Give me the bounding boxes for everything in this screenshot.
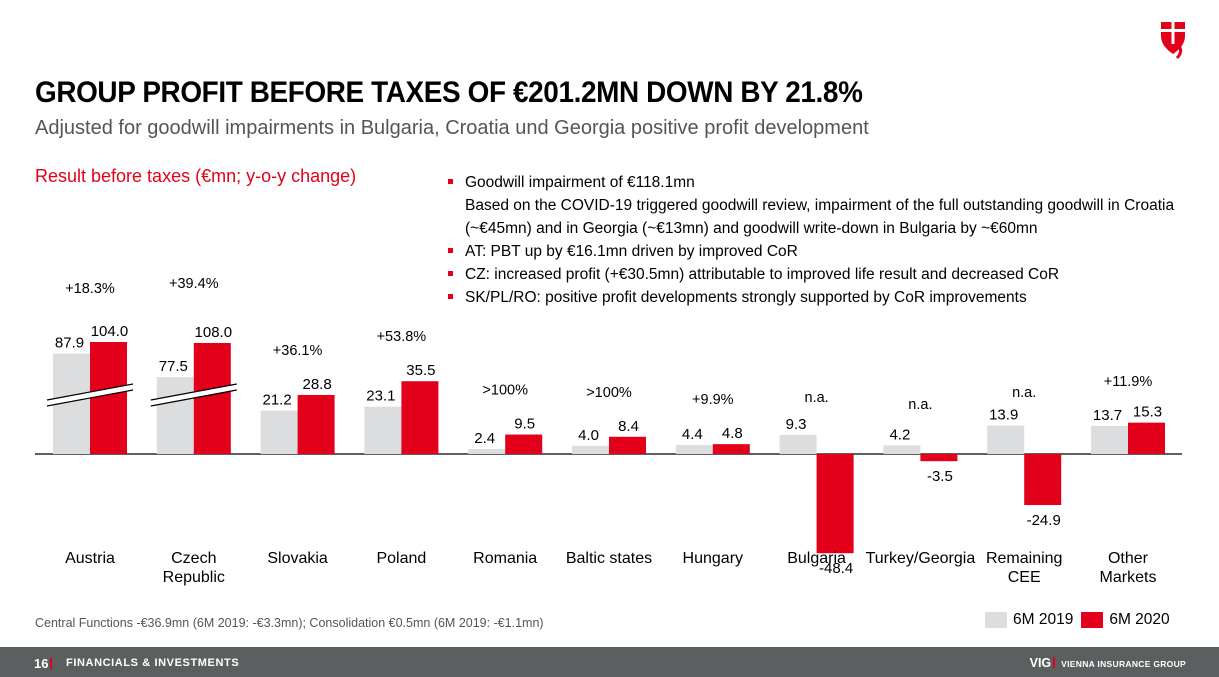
vig-shield-logo-icon [1161,22,1185,60]
value-label-2020: 15.3 [1133,404,1162,421]
value-label-2020: -24.9 [1027,512,1061,529]
yoy-change-label: >100% [586,385,632,401]
category-label: Other [1108,550,1149,567]
yoy-change-label: +39.4% [169,276,219,292]
value-label-2019: 13.9 [989,407,1018,424]
legend-swatch-2020 [1081,612,1104,628]
value-label-2019: 9.3 [786,416,807,433]
bar-2020 [816,454,854,554]
value-label-2019: 4.4 [682,426,703,443]
value-label-2020: 108.0 [195,324,233,341]
value-label-2020: 4.8 [722,425,743,442]
bar-2019 [572,445,609,454]
footnote: Central Functions -€36.9mn (6M 2019: -€3… [35,616,544,630]
category-label: Republic [163,569,225,586]
category-label: Hungary [683,550,743,567]
page-number: 16 [34,656,55,671]
category-label: Romania [473,550,537,567]
axis-break-line [46,383,134,401]
value-label-2019: 2.4 [474,430,495,447]
axis-break-line [46,389,134,407]
value-label-2020: -48.4 [819,560,853,577]
value-label-2019: 21.2 [262,392,291,409]
yoy-change-label: n.a. [805,390,829,406]
value-label-2020: 104.0 [91,323,129,340]
category-label: CEE [1008,569,1041,586]
chart-label: Result before taxes (€mn; y-o-y change) [35,166,357,186]
yoy-change-label: >100% [482,383,528,399]
footer-section: FINANCIALS & INVESTMENTS [66,657,240,669]
bar-2020 [1128,422,1165,454]
category-label: Czech [171,550,216,567]
axis-break-line [150,389,237,407]
yoy-change-label: +11.9% [1104,374,1153,390]
value-label-2020: 8.4 [618,418,639,435]
category-label: Slovakia [267,550,328,567]
footer-bar: 16 FINANCIALS & INVESTMENTS VIG VIENNA IN… [0,647,1219,677]
value-label-2020: 28.8 [302,376,331,393]
bullet-item: AT: PBT up by €16.1mn driven by improved… [448,240,1188,263]
yoy-change-label: +36.1% [273,343,323,359]
yoy-change-label: +53.8% [377,329,427,345]
bar-2020 [712,444,750,454]
axis-break-mask [46,384,134,406]
bullet-continuation: Based on the COVID-19 triggered goodwill… [465,197,1175,237]
bar-2020 [920,454,958,462]
bar-2019 [260,410,298,454]
legend-item-2020: 6M 2020 [1081,611,1170,629]
page-subtitle: Adjusted for goodwill impairments in Bul… [35,117,869,139]
bar-chart: 87.9 104.0 +18.3% Austria 77.5 108.0 +39.4% Cze… [35,276,1182,586]
category-label: Poland [376,550,426,567]
axis-break-line [150,383,237,401]
bar-2020 [505,434,543,454]
value-label-2019: 87.9 [55,335,84,352]
bar-2020 [297,394,335,454]
bar-2019 [364,406,402,454]
bar-2019 [987,425,1025,454]
value-label-2019: 23.1 [366,388,395,405]
bar-2020 [1024,454,1062,506]
category-label: Bulgaria [787,550,846,567]
value-label-2019: 13.7 [1093,407,1122,424]
bar-2019 [156,377,194,454]
value-label-2020: 9.5 [514,416,535,433]
value-label-2020: 35.5 [406,362,435,379]
value-label-2019: 4.2 [889,426,910,443]
legend-swatch-2019 [985,612,1007,628]
legend-label-2019: 6M 2019 [1013,611,1074,628]
bar-2019 [675,444,713,454]
value-label-2019: 4.0 [578,427,599,444]
yoy-change-label: +9.9% [692,392,734,408]
bullet-item: CZ: increased profit (+€30.5mn) attribut… [448,263,1188,286]
bar-2019 [883,445,921,454]
category-label: Austria [65,550,115,567]
bar-2019 [1091,425,1128,454]
category-label: Turkey/Georgia [866,550,976,567]
page-title: GROUP PROFIT BEFORE TAXES OF €201.2MN DO… [35,76,863,109]
footer-brand: VIG VIENNA INSURANCE GROUP [1029,656,1186,670]
bar-2019 [779,434,817,454]
value-label-2019: 77.5 [159,358,188,375]
legend-item-2019: 6M 2019 [985,611,1073,629]
axis-break-mask [150,384,238,406]
bar-2020 [193,343,231,454]
category-label: Remaining [986,550,1062,567]
yoy-change-label: n.a. [908,397,932,413]
category-label: Markets [1100,569,1157,586]
value-label-2020: -3.5 [927,468,953,485]
yoy-change-label: n.a. [1012,385,1036,401]
chart-legend: 6M 2019 6M 2020 [985,611,1178,629]
bar-2020 [609,436,646,454]
bullet-item: SK/PL/RO: positive profit developments s… [448,286,1188,309]
bar-2020 [401,381,439,454]
category-label: Baltic states [566,550,652,567]
yoy-change-label: +18.3% [65,281,115,297]
bar-2019 [468,449,506,454]
bullet-item: Goodwill impairment of €118.1mn [448,171,1188,194]
bar-2020 [90,342,127,454]
legend-label-2020: 6M 2020 [1109,611,1170,628]
bullet-list: Goodwill impairment of €118.1mn Based on… [448,171,1188,309]
